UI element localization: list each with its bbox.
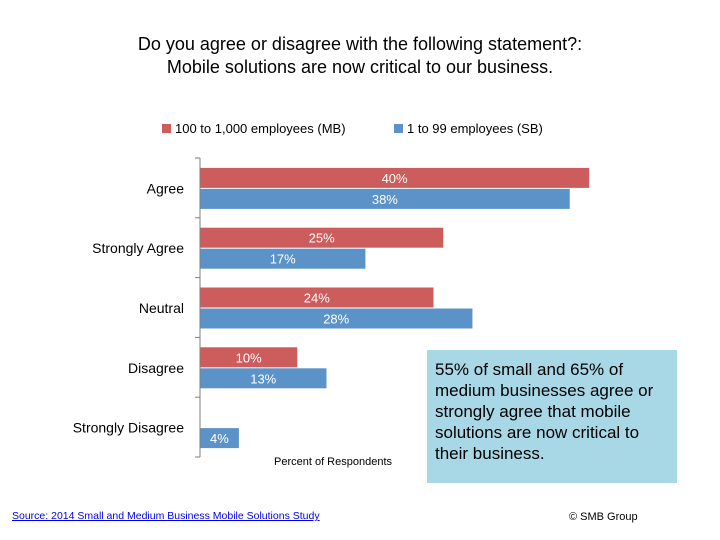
bar-data-label: 13% [250,371,276,386]
legend-label-sb: 1 to 99 employees (SB) [407,121,543,136]
chart-title-line-2: Mobile solutions are now critical to our… [167,57,553,77]
bar-sb [200,308,473,329]
legend-label-mb: 100 to 1,000 employees (MB) [175,121,346,136]
bars [200,167,590,449]
bar-sb [200,188,570,209]
bar-labels: 40% 38% 25% 17% 24% 28% 10% 13% 4% [210,171,408,446]
bar-data-label: 28% [323,312,349,327]
bar-data-label: 25% [309,231,335,246]
bar-sb [200,428,239,449]
bar-data-label: 17% [270,252,296,267]
copyright-text: © SMB Group [569,511,638,523]
legend: 100 to 1,000 employees (MB) 1 to 99 empl… [162,121,543,136]
category-label: Neutral [139,300,184,316]
chart-title-line-1: Do you agree or disagree with the follow… [138,34,582,54]
legend-swatch-sb [394,124,403,133]
legend-swatch-mb [162,124,171,133]
bar-data-label: 40% [382,171,408,186]
bar-data-label: 38% [372,192,398,207]
y-axis [195,157,201,458]
annotation-callout: 55% of small and 65% of medium businesse… [427,350,677,483]
category-labels: Agree Strongly Agree Neutral Disagree Strong… [73,180,184,435]
x-axis-title: Percent of Respondents [274,456,393,468]
bar-data-label: 10% [236,350,262,365]
category-label: Agree [147,180,185,196]
source-link[interactable]: Source: 2014 Small and Medium Business M… [12,510,320,522]
bar-mb [200,287,434,308]
category-label: Strongly Agree [92,240,184,256]
bar-sb [200,368,327,389]
bar-data-label: 4% [210,431,229,446]
bar-mb [200,227,444,248]
bar-mb [200,167,590,188]
bar-data-label: 24% [304,291,330,306]
category-label: Disagree [128,360,184,376]
bar-mb [200,347,298,368]
category-label: Strongly Disagree [73,420,184,436]
bar-sb [200,248,366,269]
